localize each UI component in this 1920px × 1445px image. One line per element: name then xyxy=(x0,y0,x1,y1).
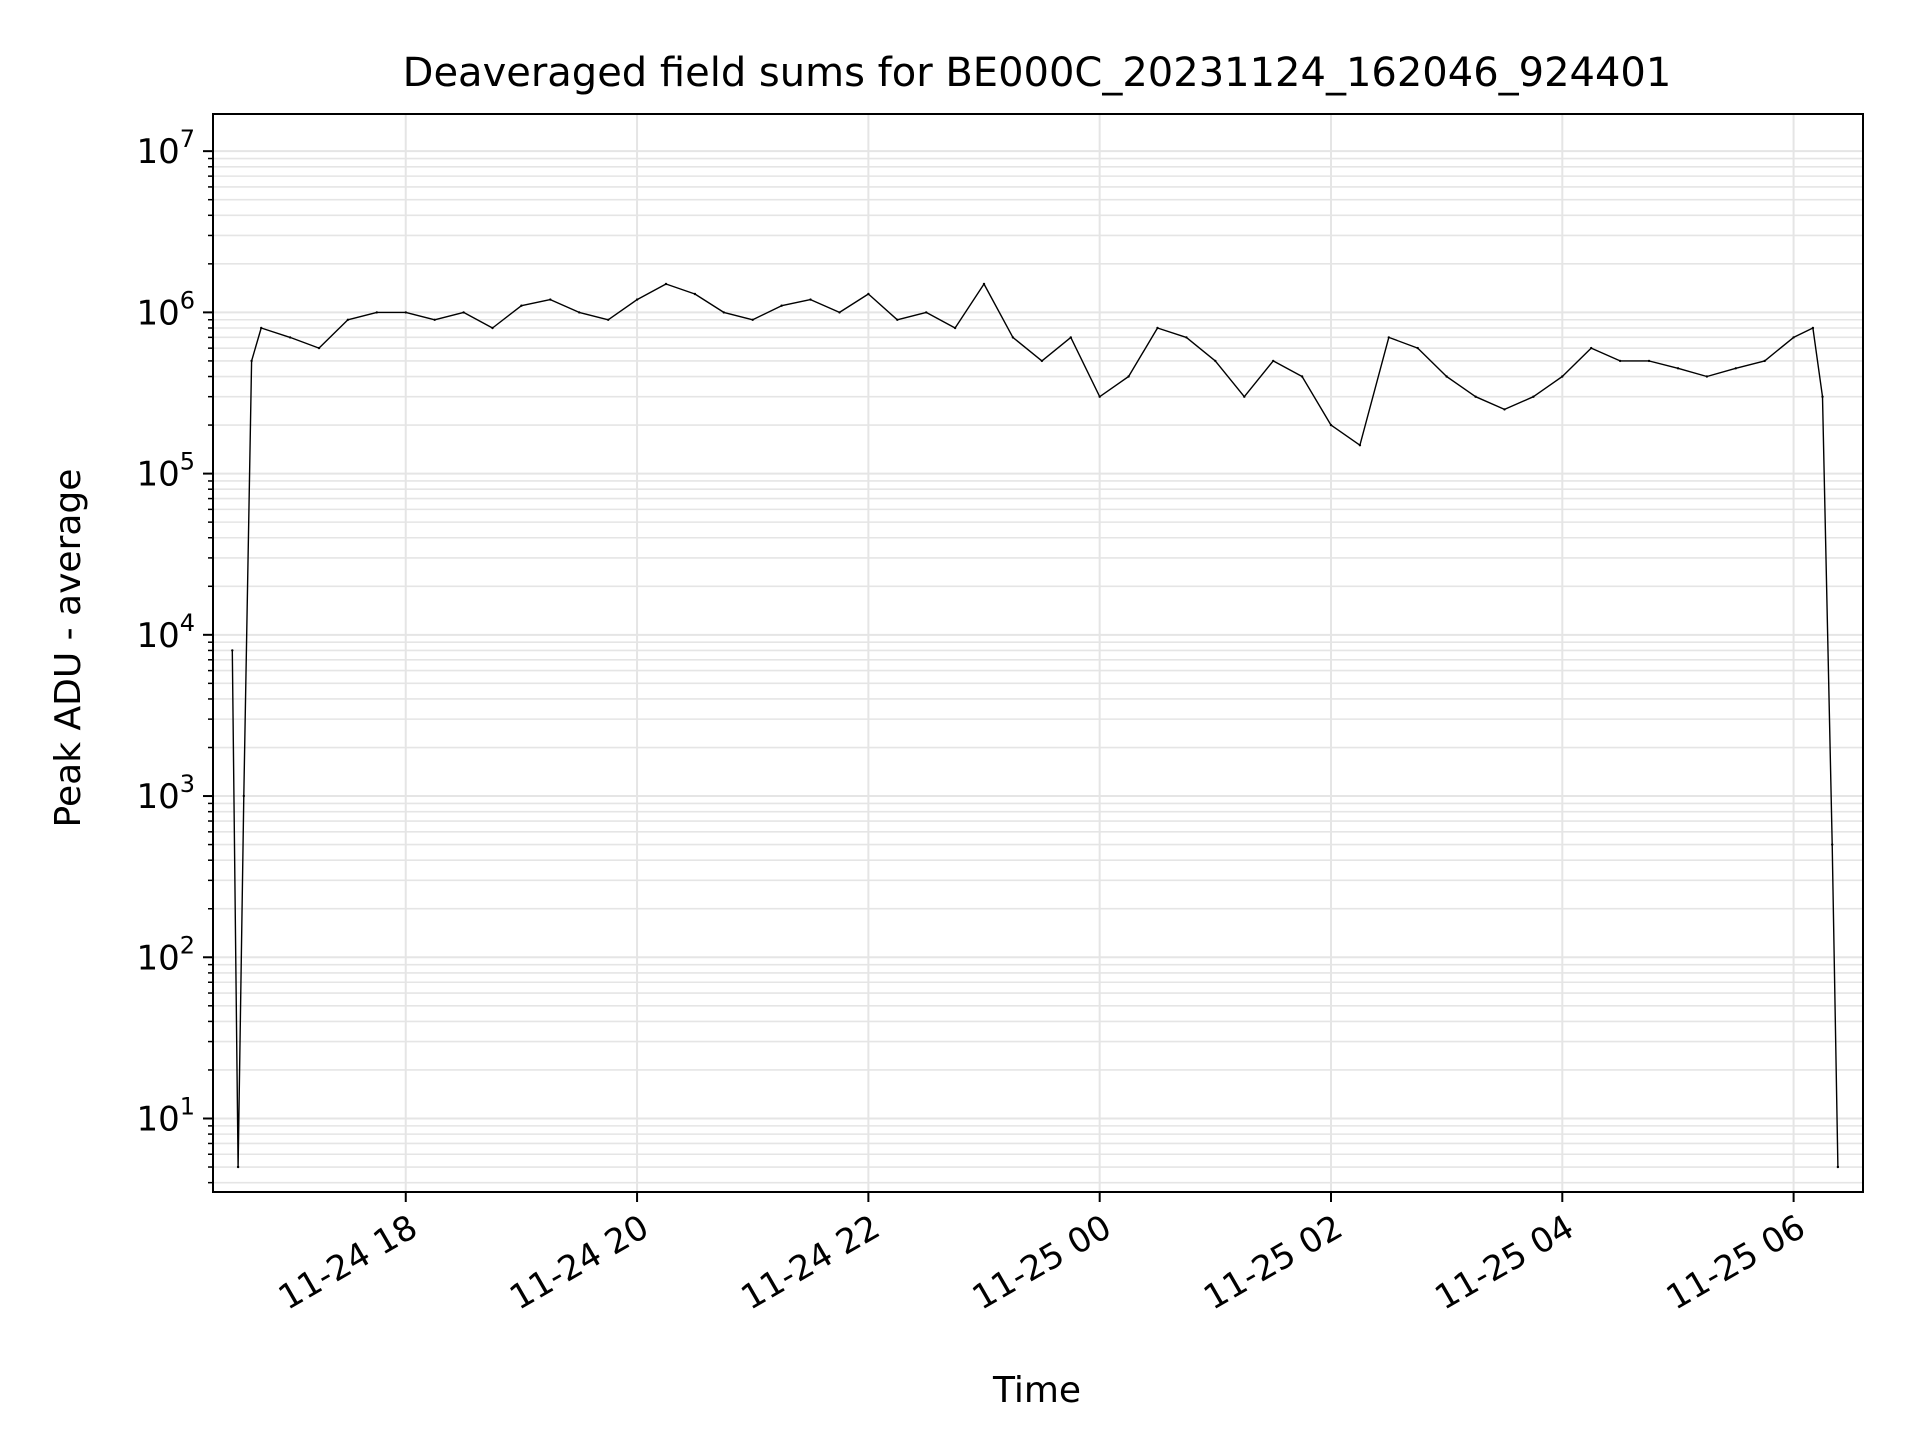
data-point xyxy=(433,318,436,321)
data-point xyxy=(1387,336,1391,339)
data-point xyxy=(1503,408,1506,411)
data-point xyxy=(491,326,494,330)
grid xyxy=(213,114,1863,1192)
data-point xyxy=(549,298,552,301)
data-point xyxy=(780,304,783,307)
y-tick-label: 107 xyxy=(136,125,195,172)
data-point xyxy=(635,298,639,301)
y-tick-label: 101 xyxy=(136,1092,195,1139)
data-point xyxy=(1836,1165,1840,1169)
x-axis-label: Time xyxy=(992,1370,1081,1411)
data-point xyxy=(1214,359,1217,363)
data-point xyxy=(1416,346,1419,350)
data-point xyxy=(375,311,378,314)
data-point xyxy=(520,304,523,307)
data-point xyxy=(1243,395,1246,398)
data-point xyxy=(231,649,234,652)
data-point xyxy=(346,318,350,321)
data-point xyxy=(1156,326,1159,330)
data-point xyxy=(1532,395,1535,398)
series-line xyxy=(231,283,1839,1168)
y-axis-label: Peak ADU - average xyxy=(48,469,89,828)
data-point xyxy=(260,326,263,330)
data-point xyxy=(317,346,321,350)
data-point xyxy=(250,359,253,363)
y-tick-label: 105 xyxy=(136,448,195,495)
data-point xyxy=(242,794,245,798)
data-point xyxy=(1185,336,1188,339)
data-layer xyxy=(231,282,1840,1169)
data-point xyxy=(1792,336,1795,339)
data-point xyxy=(1069,336,1073,339)
data-point xyxy=(1821,395,1824,398)
y-tick-label: 102 xyxy=(136,931,195,978)
y-tick-label: 106 xyxy=(136,286,195,333)
data-point xyxy=(722,311,725,314)
data-point xyxy=(1474,395,1477,398)
data-point xyxy=(1734,367,1738,370)
data-point xyxy=(1127,375,1130,378)
data-point xyxy=(809,298,812,301)
data-point xyxy=(1329,423,1333,427)
data-point xyxy=(1300,375,1304,378)
data-point xyxy=(1618,359,1622,363)
data-point xyxy=(1561,375,1564,378)
data-point xyxy=(1811,326,1815,330)
data-point xyxy=(1831,843,1834,846)
data-point xyxy=(1676,367,1680,370)
data-point xyxy=(1647,359,1651,363)
data-point xyxy=(578,311,581,314)
data-point xyxy=(693,292,697,296)
data-point xyxy=(1358,444,1362,447)
data-point xyxy=(1445,375,1448,378)
y-tick-label: 103 xyxy=(136,770,195,817)
data-point xyxy=(236,1165,240,1169)
data-point xyxy=(953,326,957,330)
data-point xyxy=(867,292,870,296)
data-point xyxy=(607,318,610,321)
data-point xyxy=(288,336,292,339)
data-point xyxy=(1763,359,1766,363)
data-point xyxy=(1040,359,1044,363)
plot-frame xyxy=(212,113,1864,1193)
data-point xyxy=(982,282,986,286)
data-point xyxy=(838,311,841,314)
data-point xyxy=(664,282,668,286)
data-point xyxy=(896,318,899,321)
y-tick-label: 104 xyxy=(136,609,195,656)
data-point xyxy=(1098,395,1101,398)
data-point xyxy=(404,311,407,314)
chart-title: Deaveraged field sums for BE000C_2023112… xyxy=(403,50,1672,96)
data-point xyxy=(925,311,928,314)
data-point xyxy=(1011,336,1015,339)
data-point xyxy=(1272,359,1275,363)
data-point xyxy=(462,311,465,314)
data-point xyxy=(751,318,754,321)
data-point xyxy=(1705,375,1709,378)
data-point xyxy=(1590,346,1593,350)
